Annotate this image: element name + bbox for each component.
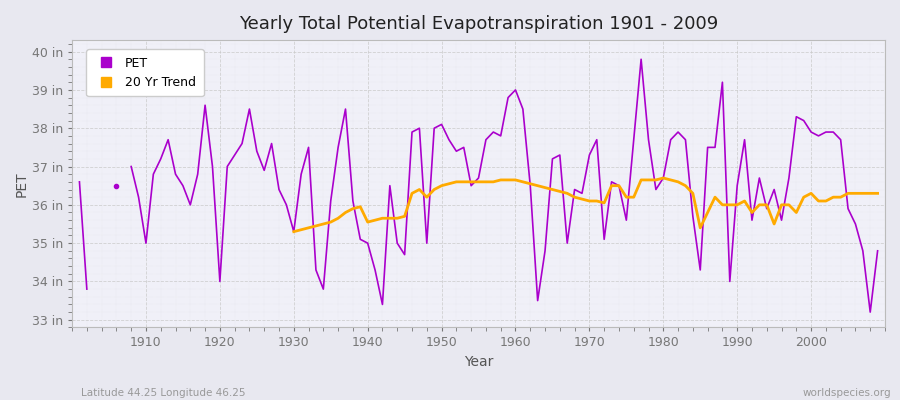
Title: Yearly Total Potential Evapotranspiration 1901 - 2009: Yearly Total Potential Evapotranspiratio…	[238, 15, 718, 33]
Text: Latitude 44.25 Longitude 46.25: Latitude 44.25 Longitude 46.25	[81, 388, 246, 398]
Y-axis label: PET: PET	[15, 171, 29, 196]
Text: worldspecies.org: worldspecies.org	[803, 388, 891, 398]
Legend: PET, 20 Yr Trend: PET, 20 Yr Trend	[86, 49, 203, 96]
X-axis label: Year: Year	[464, 355, 493, 369]
